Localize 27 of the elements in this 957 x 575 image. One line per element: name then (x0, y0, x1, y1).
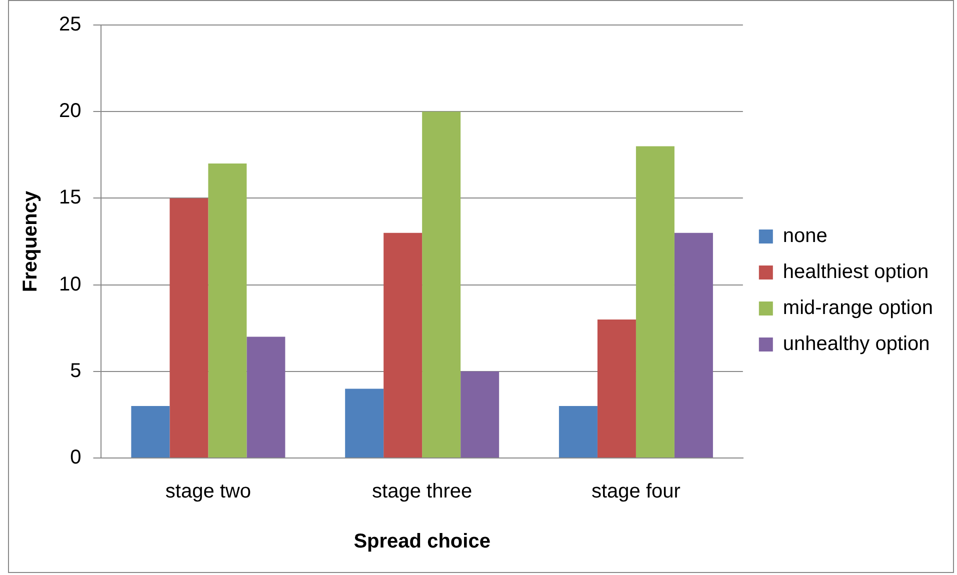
x-axis-title: Spread choice (354, 530, 490, 553)
bar (597, 319, 636, 458)
y-tick-label: 10 (58, 273, 82, 296)
y-tick-label: 25 (58, 14, 82, 36)
bar (636, 146, 674, 458)
bar (131, 406, 170, 458)
bar (674, 232, 713, 458)
bar (246, 336, 286, 458)
y-axis-title: Frequency (20, 190, 42, 292)
y-tick-label: 15 (58, 186, 82, 209)
legend-label: mid-range option (782, 297, 934, 320)
bar (345, 388, 384, 458)
y-tick-label: 5 (70, 360, 82, 382)
bar (558, 406, 598, 458)
bar (460, 371, 500, 458)
x-tick-label: stage three (372, 480, 472, 503)
y-tick-label: 20 (58, 100, 82, 122)
y-tick-label: 0 (70, 446, 82, 469)
bar (422, 112, 461, 458)
x-tick-label: stage two (165, 480, 251, 503)
legend-label: unhealthy option (782, 333, 930, 356)
bar (208, 164, 247, 458)
legend-label: healthiest option (782, 261, 929, 284)
x-tick-label: stage four (591, 480, 681, 503)
bar (170, 198, 208, 458)
bar (384, 232, 422, 458)
legend-label: none (782, 225, 828, 248)
